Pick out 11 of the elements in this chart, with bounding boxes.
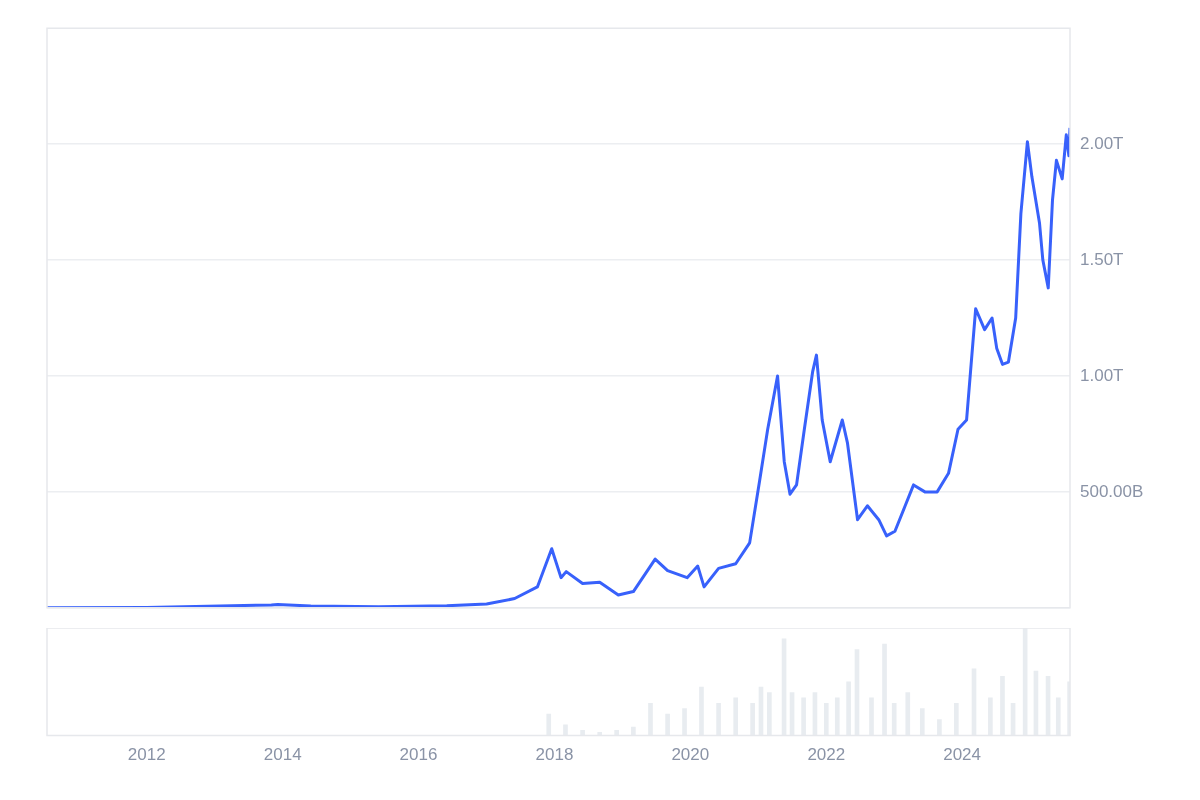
x-tick-label: 2018 — [535, 745, 574, 765]
x-tick-label: 2016 — [399, 745, 438, 765]
x-tick-label: 2020 — [671, 745, 710, 765]
x-tick-label: 2014 — [263, 745, 302, 765]
x-tick-label: 2024 — [943, 745, 982, 765]
y-tick-label: 1.00T — [1080, 365, 1124, 385]
y-tick-label: 500.00B — [1080, 481, 1144, 501]
y-tick-label: 1.50T — [1080, 249, 1124, 269]
x-tick-label: 2022 — [807, 745, 846, 765]
y-tick-label: 2.00T — [1080, 133, 1124, 153]
x-tick-label: 2012 — [127, 745, 166, 765]
